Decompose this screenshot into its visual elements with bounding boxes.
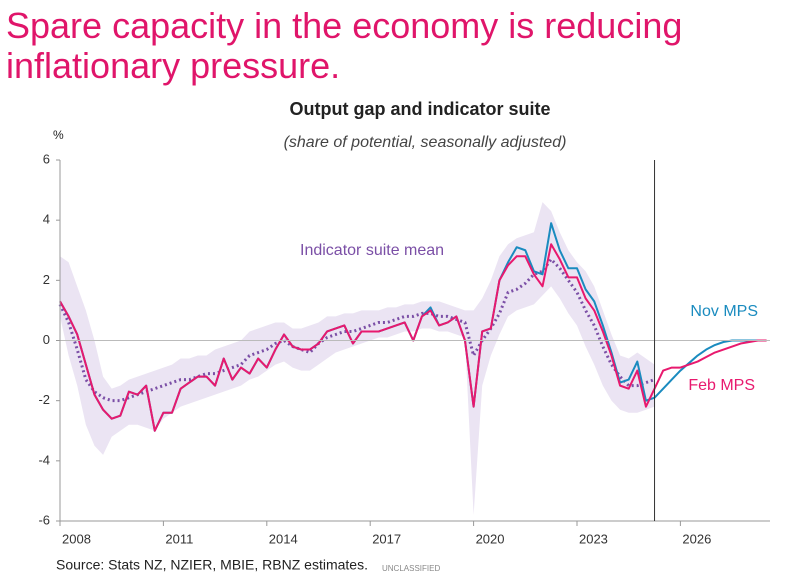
headline: Spare capacity in the economy is reducin… bbox=[6, 5, 682, 86]
chart-title: Output gap and indicator suite bbox=[290, 99, 551, 119]
y-tick-label: 4 bbox=[43, 212, 50, 227]
series-label: Nov MPS bbox=[690, 303, 758, 320]
y-tick-label: -6 bbox=[38, 512, 50, 527]
x-tick-label: 2008 bbox=[62, 531, 91, 546]
x-tick-label: 2017 bbox=[372, 531, 401, 546]
x-tick-label: 2011 bbox=[165, 531, 193, 546]
series-label: Feb MPS bbox=[688, 377, 755, 394]
y-unit: % bbox=[53, 128, 64, 142]
x-tick-label: 2020 bbox=[476, 531, 505, 546]
y-tick-label: 6 bbox=[43, 151, 50, 166]
x-tick-label: 2014 bbox=[269, 531, 298, 546]
classification: UNCLASSIFIED bbox=[382, 564, 440, 573]
source: Source: Stats NZ, NZIER, MBIE, RBNZ esti… bbox=[56, 557, 368, 573]
y-tick-label: 2 bbox=[43, 272, 50, 287]
chart-subtitle: (share of potential, seasonally adjusted… bbox=[284, 134, 567, 151]
x-tick-label: 2023 bbox=[579, 531, 608, 546]
y-tick-label: -4 bbox=[38, 452, 50, 467]
headline-line: Spare capacity in the economy is reducin… bbox=[6, 5, 682, 46]
headline-line: inflationary pressure. bbox=[6, 45, 340, 86]
series-label: Indicator suite mean bbox=[300, 242, 444, 259]
x-tick-label: 2026 bbox=[682, 531, 711, 546]
y-tick-label: -2 bbox=[38, 392, 50, 407]
y-tick-label: 0 bbox=[43, 332, 50, 347]
range-band bbox=[60, 202, 655, 515]
